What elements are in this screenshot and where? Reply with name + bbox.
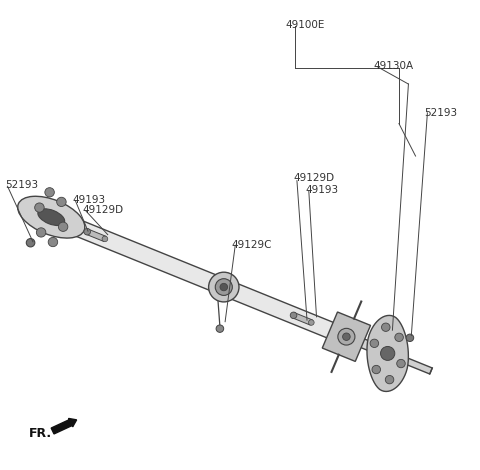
Circle shape <box>59 222 68 231</box>
Polygon shape <box>229 283 344 342</box>
Circle shape <box>36 228 46 237</box>
Circle shape <box>215 279 232 296</box>
Circle shape <box>381 346 395 360</box>
Circle shape <box>209 272 239 302</box>
Polygon shape <box>62 215 224 293</box>
Circle shape <box>45 188 54 197</box>
Text: 52193: 52193 <box>424 108 457 118</box>
Circle shape <box>338 329 355 345</box>
Polygon shape <box>292 313 312 325</box>
Polygon shape <box>33 206 61 225</box>
Circle shape <box>395 333 403 342</box>
Polygon shape <box>85 229 106 242</box>
FancyArrow shape <box>51 418 77 434</box>
Polygon shape <box>322 312 371 361</box>
Circle shape <box>396 360 405 368</box>
Circle shape <box>343 333 350 340</box>
Circle shape <box>290 312 297 319</box>
Polygon shape <box>351 335 379 353</box>
Text: 49100E: 49100E <box>286 20 325 30</box>
Circle shape <box>220 283 228 291</box>
Text: 49193: 49193 <box>72 195 105 205</box>
Circle shape <box>48 237 58 247</box>
Circle shape <box>102 236 108 242</box>
Circle shape <box>382 323 390 331</box>
Text: 49129D: 49129D <box>293 173 334 183</box>
Text: 49129C: 49129C <box>231 240 272 250</box>
Circle shape <box>216 325 224 332</box>
Text: FR.: FR. <box>29 427 52 440</box>
Circle shape <box>309 320 314 325</box>
Text: 52193: 52193 <box>5 180 38 190</box>
Circle shape <box>406 334 414 342</box>
Circle shape <box>372 365 381 374</box>
Circle shape <box>57 197 66 206</box>
Circle shape <box>26 239 35 247</box>
Ellipse shape <box>38 209 65 226</box>
Circle shape <box>35 203 44 212</box>
Circle shape <box>370 339 379 347</box>
Polygon shape <box>367 315 408 392</box>
Text: 49129D: 49129D <box>83 205 124 215</box>
Polygon shape <box>397 354 432 374</box>
Text: 49193: 49193 <box>305 185 338 195</box>
Circle shape <box>84 228 91 235</box>
Circle shape <box>385 376 394 384</box>
Ellipse shape <box>18 196 85 238</box>
Text: 49130A: 49130A <box>374 61 414 71</box>
